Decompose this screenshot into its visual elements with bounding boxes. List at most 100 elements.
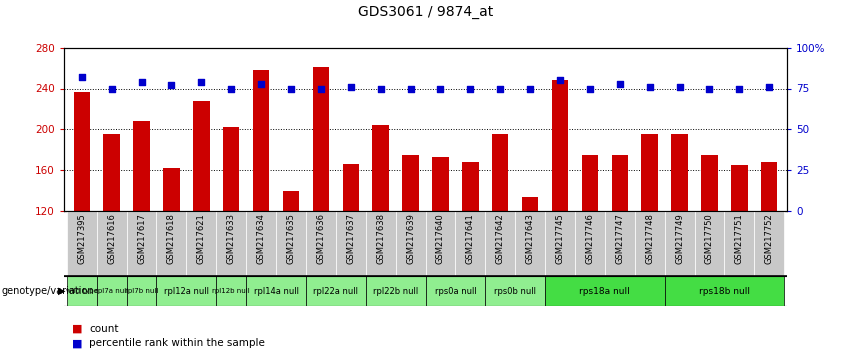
Bar (551, 80, 568, 333)
Text: rpl22b null: rpl22b null (373, 287, 418, 296)
Point (374, 86, 387, 91)
Bar (67, 211, 97, 276)
Bar (403, 155, 419, 333)
Text: GSM217633: GSM217633 (226, 213, 236, 264)
Point (284, 86, 298, 91)
Bar (671, 134, 688, 333)
Bar (545, 211, 575, 276)
Bar (366, 211, 396, 276)
Point (164, 82, 178, 88)
Bar (432, 157, 448, 333)
Point (553, 78, 567, 83)
Bar (253, 70, 269, 333)
Bar (455, 211, 485, 276)
Bar (635, 211, 665, 276)
Bar (545, 276, 665, 306)
Bar (426, 276, 485, 306)
Bar (193, 101, 209, 333)
Text: GSM217746: GSM217746 (585, 213, 594, 264)
Bar (665, 276, 784, 306)
Point (762, 84, 776, 90)
Text: GSM217617: GSM217617 (137, 213, 146, 264)
Bar (343, 164, 359, 333)
Bar (396, 211, 426, 276)
Point (703, 86, 717, 91)
Bar (373, 125, 389, 333)
Bar (522, 198, 539, 333)
Bar (754, 211, 784, 276)
Text: GSM217616: GSM217616 (107, 213, 116, 264)
Bar (575, 211, 605, 276)
Bar (761, 162, 778, 333)
Text: GSM217752: GSM217752 (765, 213, 774, 264)
Bar (97, 211, 127, 276)
Bar (163, 168, 180, 333)
Point (494, 86, 507, 91)
Bar (694, 211, 724, 276)
Point (673, 84, 687, 90)
Bar (485, 211, 515, 276)
Bar (127, 276, 157, 306)
Bar (366, 276, 426, 306)
Text: GSM217634: GSM217634 (257, 213, 266, 264)
Text: GSM217635: GSM217635 (287, 213, 295, 264)
Text: GSM217641: GSM217641 (465, 213, 475, 264)
Text: ■: ■ (72, 324, 83, 333)
Bar (223, 127, 239, 333)
Text: GSM217749: GSM217749 (675, 213, 684, 264)
Bar (724, 211, 754, 276)
Bar (246, 211, 276, 276)
Text: rps18a null: rps18a null (580, 287, 631, 296)
Bar (701, 155, 717, 333)
Bar (612, 155, 628, 333)
Text: GDS3061 / 9874_at: GDS3061 / 9874_at (358, 5, 493, 19)
Point (254, 81, 268, 86)
Text: percentile rank within the sample: percentile rank within the sample (89, 338, 266, 348)
Point (75, 74, 89, 80)
Text: count: count (89, 324, 119, 333)
Bar (462, 162, 478, 333)
Text: rpl14a null: rpl14a null (254, 287, 299, 296)
Point (134, 79, 148, 85)
Point (314, 86, 328, 91)
Point (195, 79, 208, 85)
Point (225, 86, 238, 91)
Bar (515, 211, 545, 276)
Bar (582, 155, 598, 333)
Bar (216, 211, 246, 276)
Bar (97, 276, 127, 306)
Text: GSM217643: GSM217643 (526, 213, 534, 264)
Text: GSM217638: GSM217638 (376, 213, 386, 264)
Text: rpl12b null: rpl12b null (213, 288, 250, 294)
Point (643, 84, 656, 90)
Bar (426, 211, 455, 276)
Bar (492, 134, 508, 333)
Bar (104, 134, 120, 333)
Text: rpl7b null: rpl7b null (125, 288, 158, 294)
Point (613, 81, 626, 86)
Bar (731, 165, 747, 333)
Text: GSM217621: GSM217621 (197, 213, 206, 264)
Text: GSM217636: GSM217636 (317, 213, 325, 264)
Text: GSM217640: GSM217640 (436, 213, 445, 264)
Bar (336, 211, 366, 276)
Point (105, 86, 118, 91)
Point (403, 86, 417, 91)
Text: genotype/variation: genotype/variation (2, 286, 94, 296)
Bar (306, 276, 366, 306)
Text: rpl22a null: rpl22a null (313, 287, 358, 296)
Bar (665, 211, 694, 276)
Bar (73, 92, 90, 333)
Bar (134, 121, 150, 333)
Text: GSM217639: GSM217639 (406, 213, 415, 264)
Bar (216, 276, 246, 306)
Bar (276, 211, 306, 276)
Bar (306, 211, 336, 276)
Bar (312, 67, 329, 333)
Text: GSM217395: GSM217395 (77, 213, 86, 264)
Bar (246, 276, 306, 306)
Text: GSM217751: GSM217751 (735, 213, 744, 264)
Text: rps0a null: rps0a null (435, 287, 477, 296)
Text: GSM217637: GSM217637 (346, 213, 355, 264)
Bar (283, 191, 300, 333)
